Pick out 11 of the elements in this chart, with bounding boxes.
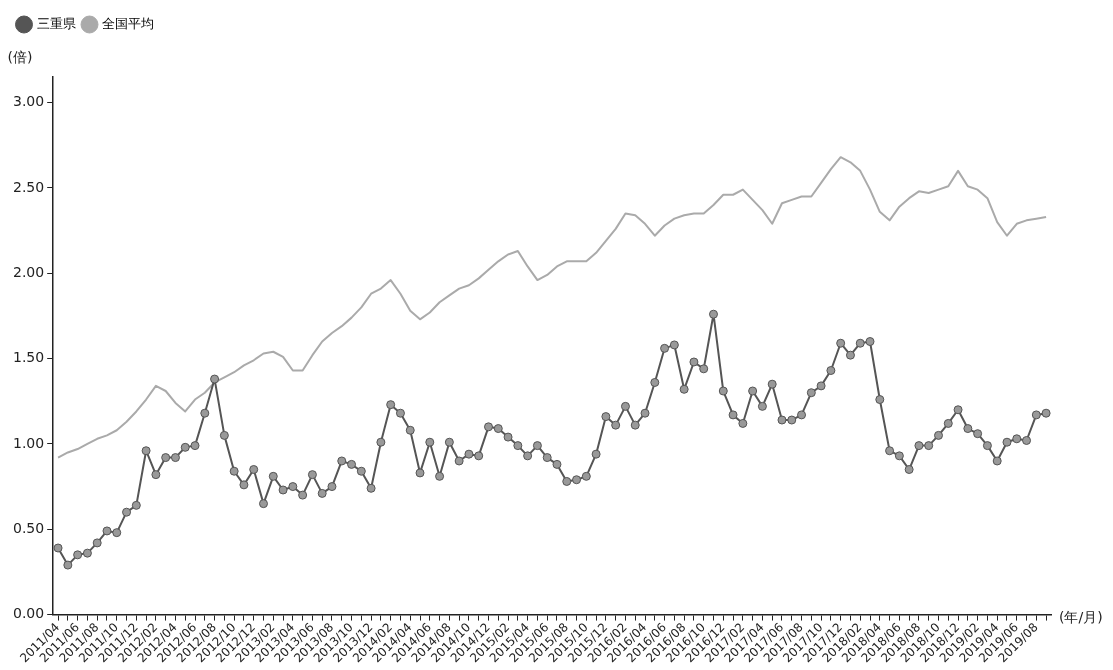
y-tick-label: 1.50 (13, 349, 45, 366)
legend-label: 全国平均 (102, 15, 154, 31)
y-tick-label: 2.50 (13, 178, 45, 195)
y-tick-label: 0.00 (13, 605, 45, 622)
y-tick-label: 3.00 (13, 93, 45, 110)
y-axis-title: (倍) (7, 48, 33, 65)
legend-label: 三重県 (36, 15, 76, 31)
y-tick-label: 2.00 (13, 263, 45, 280)
y-tick-label: 0.50 (13, 519, 45, 536)
x-axis-title: (年/月) (1059, 609, 1103, 626)
y-tick-label: 1.00 (13, 434, 45, 451)
